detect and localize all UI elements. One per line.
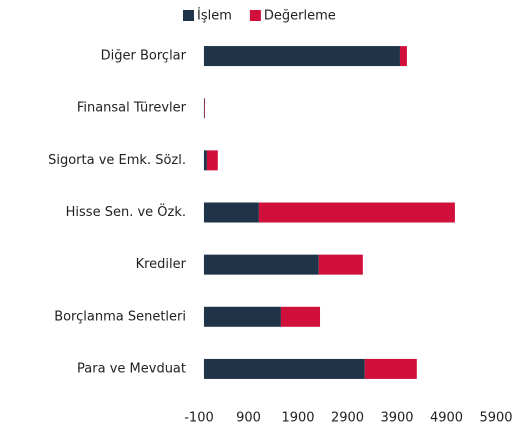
x-tick-label: 5900 xyxy=(479,411,512,426)
bar-segment xyxy=(203,150,207,171)
bar-segment xyxy=(203,358,365,379)
bar-segment xyxy=(280,306,321,327)
category-label: Para ve Mevduat xyxy=(77,361,186,376)
x-tick-label: 1900 xyxy=(281,411,314,426)
bar-segment xyxy=(399,46,407,67)
legend-label: İşlem xyxy=(197,8,232,24)
bar-segment xyxy=(203,254,319,275)
category-label: Finansal Türevler xyxy=(77,101,187,116)
x-tick-label: 2900 xyxy=(331,411,364,426)
category-label: Hisse Sen. ve Özk. xyxy=(66,203,186,220)
x-tick-label: 3900 xyxy=(380,411,413,426)
category-label: Sigorta ve Emk. Sözl. xyxy=(48,153,186,168)
legend-label: Değerleme xyxy=(264,9,336,24)
x-tick-label: -100 xyxy=(184,411,214,426)
bar-segment xyxy=(318,254,363,275)
bar-segment xyxy=(203,202,259,223)
category-label: Diğer Borçlar xyxy=(101,49,187,64)
x-tick-label: 900 xyxy=(236,411,261,426)
x-tick-label: 4900 xyxy=(430,411,463,426)
legend-swatch xyxy=(183,10,194,21)
bar-segment xyxy=(258,202,455,223)
bar-segment xyxy=(206,150,218,171)
category-label: Krediler xyxy=(136,257,187,272)
bar-segment xyxy=(203,306,281,327)
bar-segment xyxy=(364,358,417,379)
bar-segment xyxy=(203,46,400,67)
legend-swatch xyxy=(249,10,261,21)
category-label: Borçlanma Senetleri xyxy=(54,309,186,324)
